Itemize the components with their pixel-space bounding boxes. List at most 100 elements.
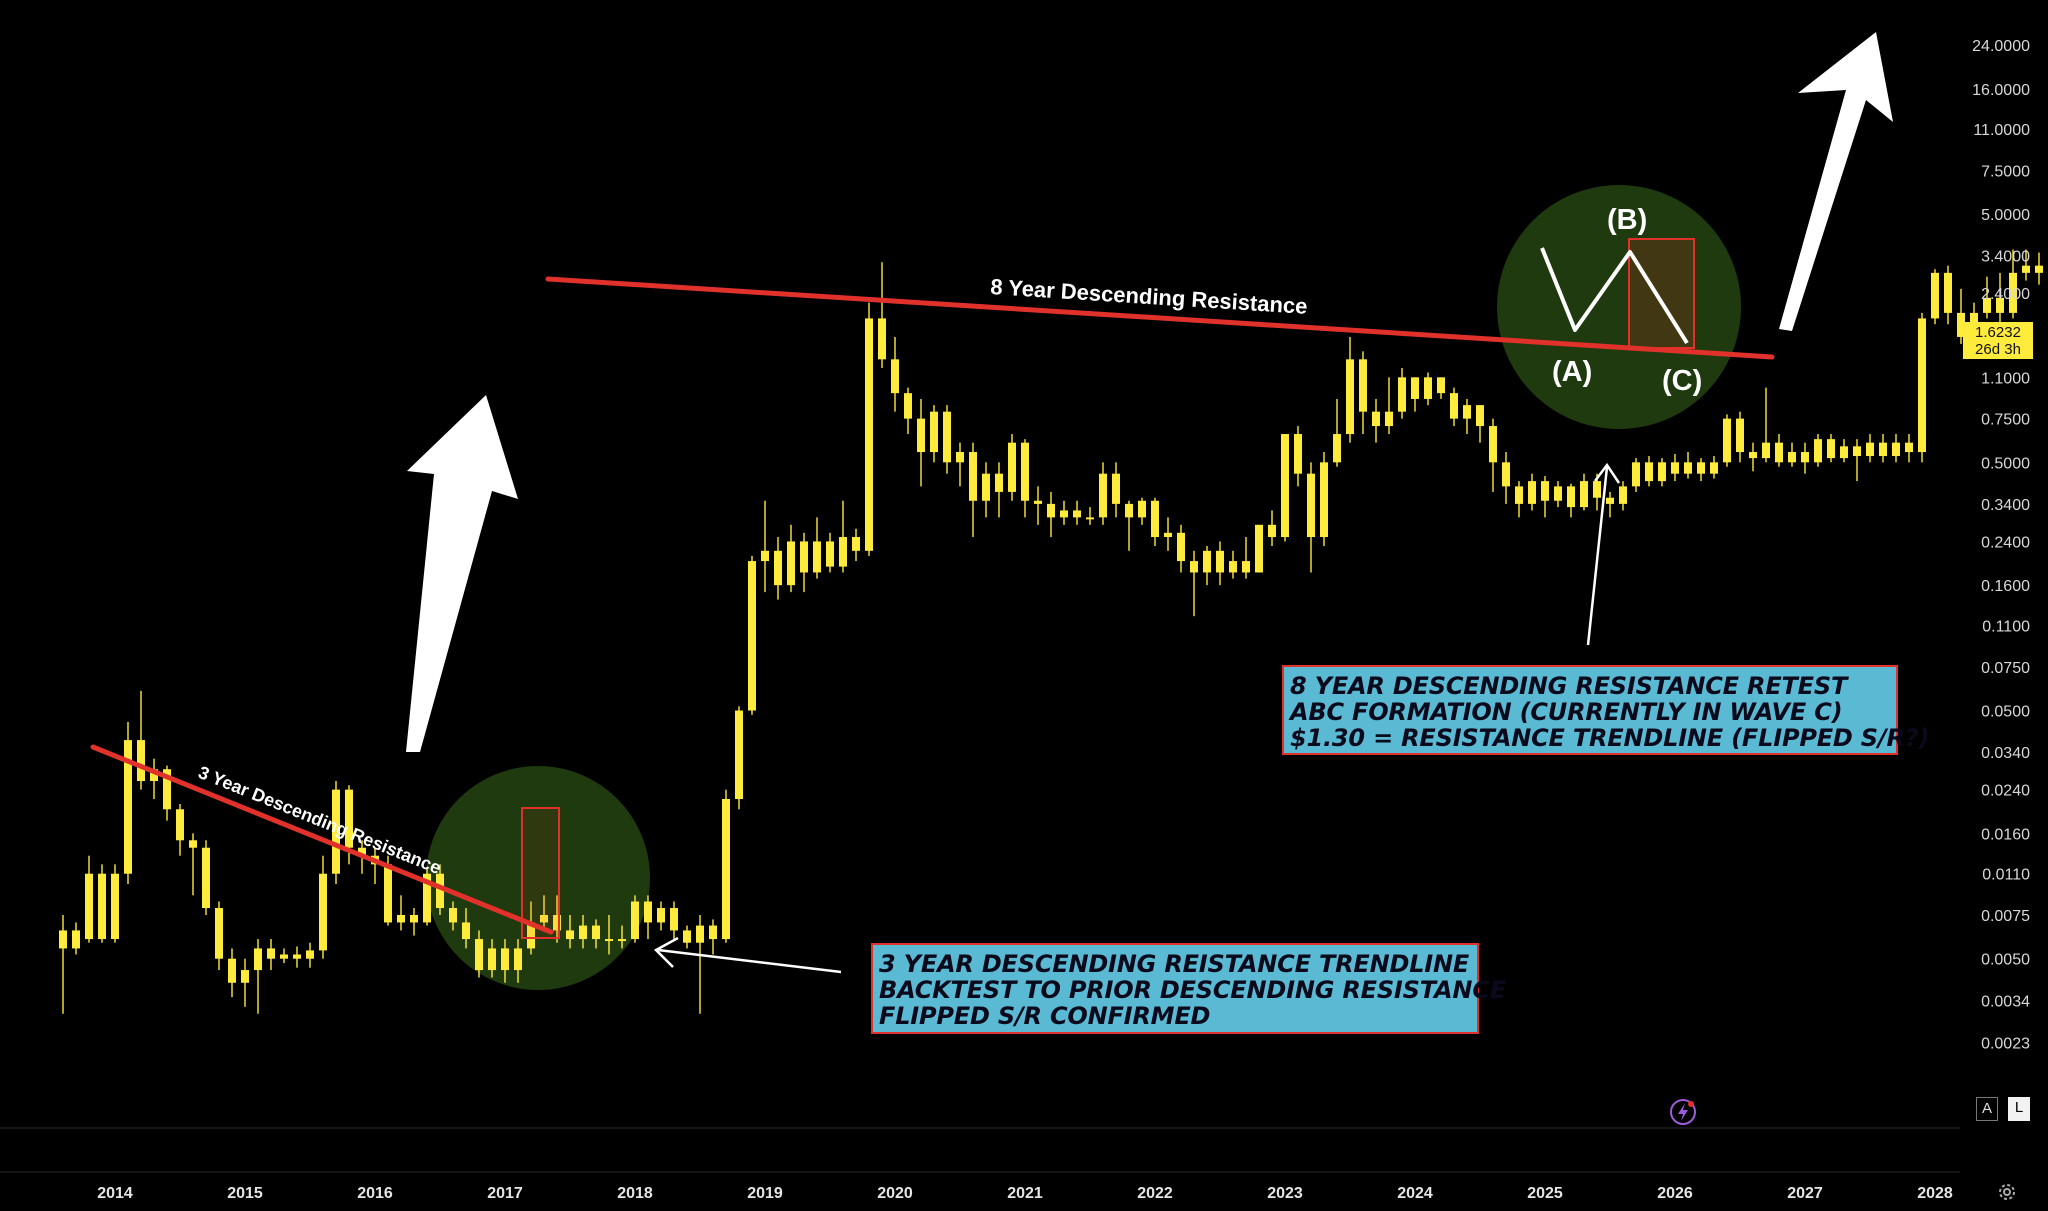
candle-19 — [306, 942, 314, 968]
candle-34 — [501, 939, 509, 983]
candle-105 — [1424, 372, 1432, 406]
candle-136 — [1827, 434, 1835, 463]
candle-104 — [1411, 377, 1419, 412]
candles-layer — [59, 249, 2043, 1014]
candle-130 — [1749, 442, 1757, 472]
callout-right-line-2: ABC FORMATION (CURRENTLY IN WAVE C) — [1290, 698, 1843, 726]
candle-countdown: 26d 3h — [1975, 341, 2021, 358]
candle-65 — [904, 387, 912, 435]
candle-91 — [1242, 537, 1250, 579]
candle-99 — [1346, 336, 1354, 443]
year-tick-2021: 2021 — [1007, 1185, 1043, 1202]
candle-85 — [1164, 517, 1172, 551]
candle-16 — [267, 939, 275, 971]
candle-103 — [1398, 367, 1406, 419]
candle-84 — [1151, 497, 1159, 547]
auto-scale-button[interactable]: A — [1976, 1097, 1998, 1121]
price-tick-22: 0.0050 — [1981, 952, 2030, 969]
candle-127 — [1710, 456, 1718, 479]
year-tick-2014: 2014 — [97, 1185, 133, 1202]
pointer-arrow-left-shaft — [657, 948, 842, 974]
candle-68 — [943, 405, 951, 474]
candle-81 — [1112, 462, 1120, 518]
candle-133 — [1788, 442, 1796, 467]
candle-112 — [1515, 481, 1523, 518]
candle-97 — [1320, 452, 1328, 547]
candle-134 — [1801, 442, 1809, 474]
candle-77 — [1060, 500, 1068, 525]
candle-27 — [410, 908, 418, 936]
lightning-icon[interactable] — [1668, 1097, 1698, 1127]
candle-138 — [1853, 439, 1861, 482]
candle-107 — [1450, 387, 1458, 427]
candle-61 — [852, 528, 860, 562]
candle-152 — [2035, 252, 2043, 285]
candle-56 — [787, 524, 795, 593]
candle-106 — [1437, 377, 1445, 399]
log-scale-button[interactable]: L — [2008, 1097, 2030, 1121]
candle-88 — [1203, 546, 1211, 586]
price-tick-19: 0.0160 — [1981, 826, 2030, 843]
candle-48 — [683, 925, 691, 949]
candle-115 — [1554, 481, 1562, 508]
candle-90 — [1229, 550, 1237, 579]
candle-114 — [1541, 476, 1549, 518]
candle-151 — [2022, 249, 2030, 281]
price-tick-21: 0.0075 — [1981, 908, 2030, 925]
candle-110 — [1489, 418, 1497, 492]
candle-31 — [462, 908, 470, 949]
wave-label-b: (B) — [1607, 204, 1647, 236]
price-tick-20: 0.0110 — [1982, 867, 2030, 884]
price-tick-17: 0.0340 — [1981, 745, 2030, 762]
candle-26 — [397, 895, 405, 931]
candle-21 — [332, 780, 340, 884]
candle-149 — [1996, 272, 2004, 325]
candle-125 — [1684, 452, 1692, 479]
candle-17 — [280, 948, 288, 964]
candle-42 — [605, 915, 613, 955]
candle-70 — [969, 442, 977, 538]
year-tick-2022: 2022 — [1137, 1185, 1173, 1202]
candle-36 — [527, 901, 535, 955]
pointer-arrow-right-shaft — [1586, 466, 1609, 646]
candle-73 — [1008, 434, 1016, 501]
candle-38 — [553, 895, 561, 943]
candle-40 — [579, 915, 587, 949]
candle-137 — [1840, 439, 1848, 463]
candle-7 — [150, 758, 158, 800]
callout-right-line-3: $1.30 = RESISTANCE TRENDLINE (FLIPPED S/… — [1290, 724, 1930, 752]
candle-43 — [618, 925, 626, 949]
price-tick-23: 0.0034 — [1981, 993, 2030, 1010]
candle-9 — [176, 804, 184, 856]
candle-139 — [1866, 434, 1874, 463]
price-tick-1: 16.0000 — [1972, 82, 2030, 99]
candle-57 — [800, 532, 808, 593]
candle-10 — [189, 833, 197, 896]
year-tick-2028: 2028 — [1917, 1185, 1953, 1202]
wave-label-c: (C) — [1662, 365, 1702, 397]
candle-1 — [72, 922, 80, 955]
candle-74 — [1021, 439, 1029, 518]
candle-6 — [137, 690, 145, 790]
candle-98 — [1333, 398, 1341, 467]
candle-53 — [748, 555, 756, 715]
candle-46 — [657, 901, 665, 931]
candle-52 — [735, 706, 743, 810]
price-tick-3: 7.5000 — [1981, 163, 2030, 180]
candle-94 — [1281, 434, 1289, 542]
candle-108 — [1463, 398, 1471, 435]
candle-62 — [865, 302, 873, 556]
gear-icon[interactable] — [1995, 1180, 2019, 1204]
price-tick-16: 0.0500 — [1981, 704, 2030, 721]
candle-60 — [839, 500, 847, 573]
price-tick-13: 0.1600 — [1981, 578, 2030, 595]
price-axis[interactable]: 24.0000 16.0000 11.0000 7.5000 5.0000 3.4000 2… — [1972, 38, 2030, 1052]
year-tick-2027: 2027 — [1787, 1185, 1823, 1202]
year-tick-2019: 2019 — [747, 1185, 783, 1202]
price-tick-8: 1.1000 — [1981, 370, 2030, 387]
candle-122 — [1645, 456, 1653, 487]
time-axis[interactable]: 2014 2015 2016 2017 2018 2019 2020 2021 2022 2023… — [97, 1185, 1953, 1202]
candle-148 — [1983, 276, 1991, 319]
candle-33 — [488, 939, 496, 978]
